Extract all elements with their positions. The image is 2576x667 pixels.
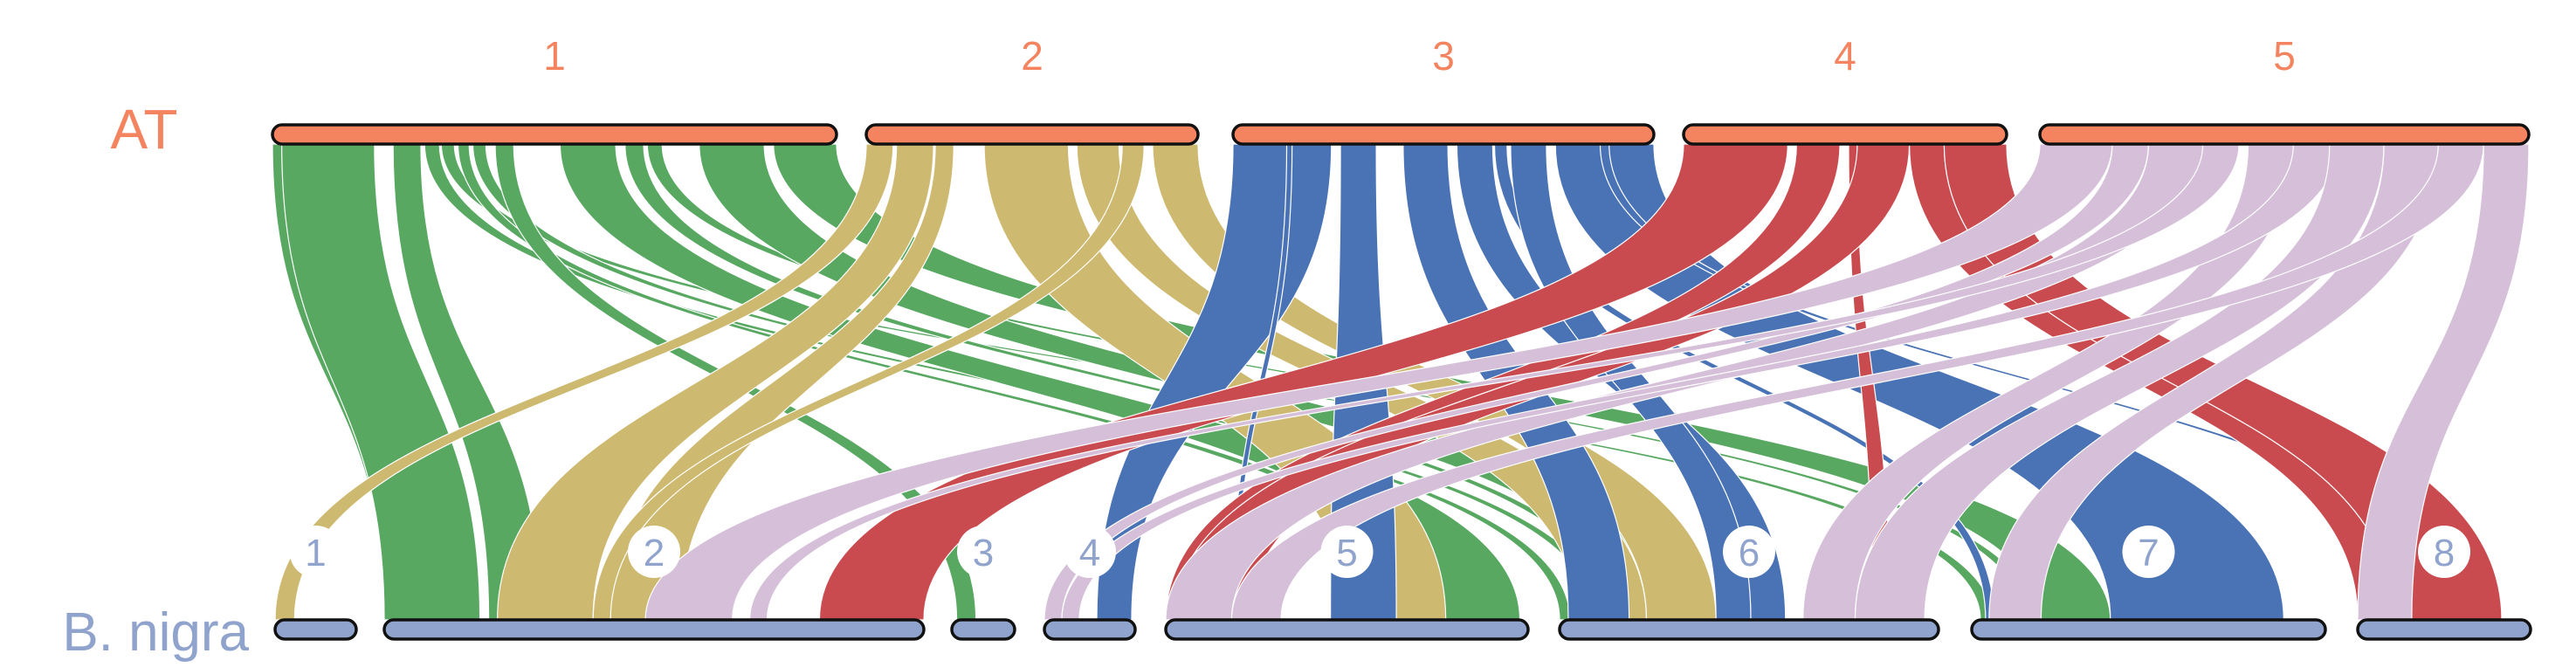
bottom-chromosome-label-3: 3 (973, 532, 994, 574)
top-genome-label: AT (110, 98, 177, 161)
top-chromosome-label-5: 5 (2273, 33, 2296, 79)
bottom-chromosome-3 (950, 618, 1016, 641)
bottom-chromosome-label-2: 2 (644, 532, 665, 574)
top-chromosome-label-4: 4 (1834, 33, 1856, 79)
top-chromosome-label-3: 3 (1432, 33, 1455, 79)
bottom-chromosome-badge-5 (1320, 526, 1374, 578)
bottom-chromosome-badge-8 (2418, 526, 2470, 578)
bottom-genome-label: B. nigra (62, 602, 249, 663)
bottom-chromosome-6 (1558, 618, 1940, 641)
bottom-chromosome-label-5: 5 (1336, 532, 1357, 574)
bottom-chromosome-5 (1164, 618, 1530, 641)
bottom-chromosome-label-1: 1 (305, 532, 326, 574)
bottom-chromosome-8 (2356, 618, 2532, 641)
synteny-link-3-to-4 (1096, 143, 1333, 621)
top-chromosome-2 (864, 123, 1200, 146)
bottom-chromosome-2 (382, 618, 926, 641)
bottom-chromosome-label-8: 8 (2434, 532, 2455, 574)
bottom-chromosome-badge-4 (1064, 526, 1116, 578)
bottom-chromosome-label-6: 6 (1739, 532, 1760, 574)
top-chromosome-3 (1231, 123, 1656, 146)
bottom-chromosome-4 (1043, 618, 1137, 641)
bottom-chromosome-1 (273, 618, 358, 641)
top-chromosome-label-2: 2 (1021, 33, 1043, 79)
bottom-chromosome-label-7: 7 (2138, 532, 2159, 574)
bottom-chromosome-badge-2 (628, 526, 680, 578)
top-chromosome-1 (271, 123, 838, 146)
synteny-links (272, 143, 2530, 621)
synteny-link-4-to-2 (818, 143, 1788, 621)
top-chromosome-label-1: 1 (543, 33, 566, 79)
labels: AT B. nigra 1 2 3 4 5 1 2 3 4 5 6 7 8 (62, 33, 2470, 663)
top-chromosome-4 (1682, 123, 2008, 146)
bottom-chromosome-badge-6 (1723, 526, 1775, 578)
bottom-chromosome-label-4: 4 (1079, 532, 1100, 574)
top-chromosome-5 (2038, 123, 2531, 146)
bottom-chromosome-badge-7 (2122, 526, 2175, 578)
bottom-chromosome-7 (1970, 618, 2327, 641)
bottom-chromosome-badge-1 (289, 526, 342, 578)
chromosome-tracks (271, 123, 2532, 641)
bottom-chromosome-badge-3 (957, 526, 1009, 578)
